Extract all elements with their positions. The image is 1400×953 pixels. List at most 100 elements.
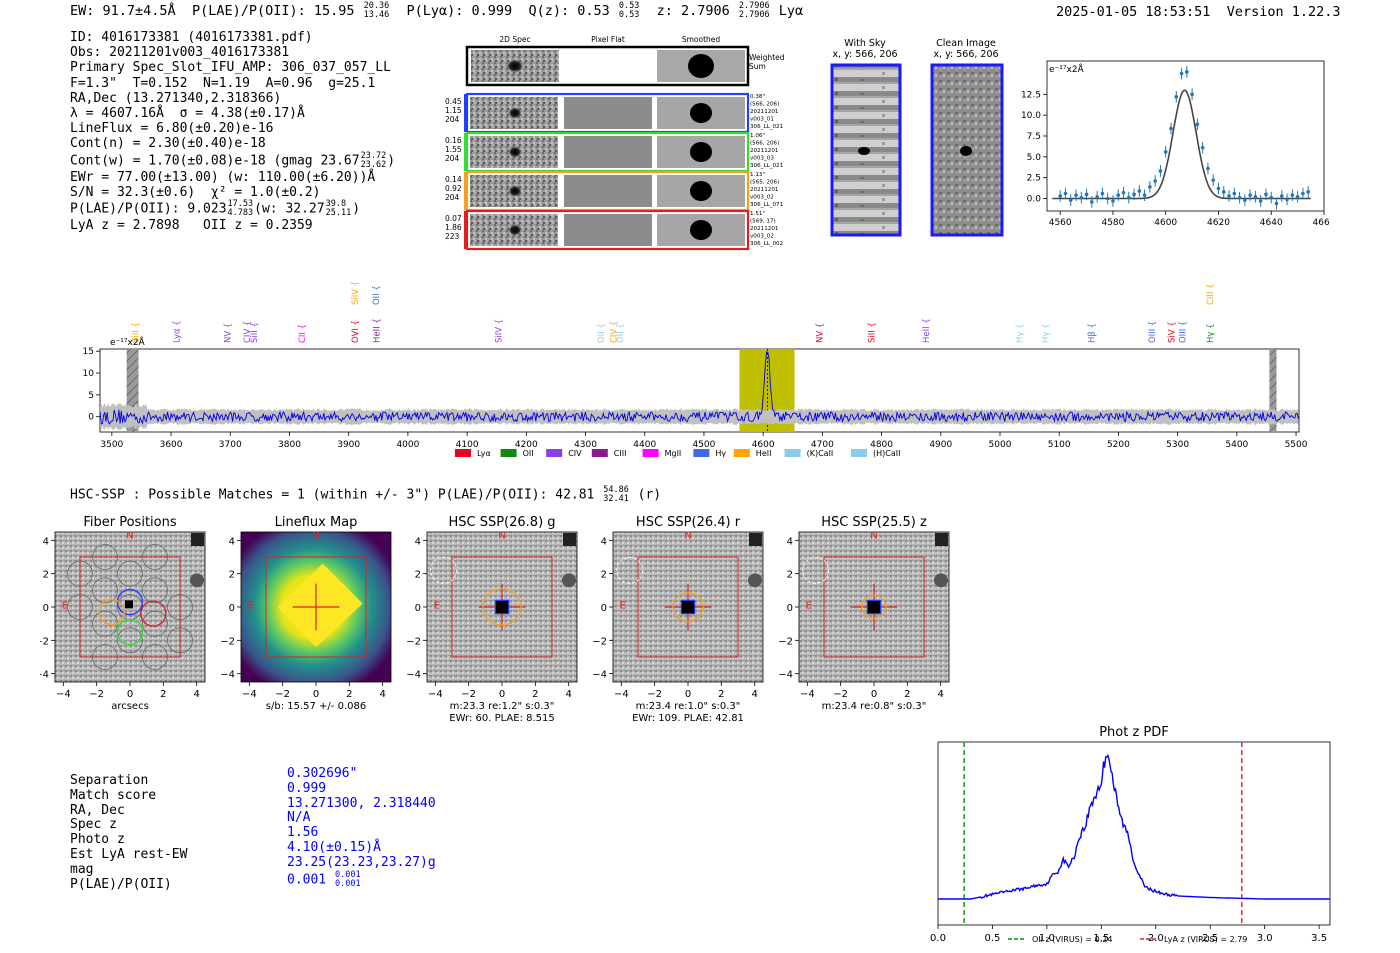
hsc-source: [866, 599, 882, 615]
header-qz-lo: 0.53: [618, 10, 640, 20]
imaging-panel-title: HSC SSP(26.8) g: [448, 515, 555, 530]
match-values: 0.302696" 0.999 13.271300, 2.318440 N/A …: [287, 766, 436, 889]
spectrum-x-tick-label: 3800: [278, 440, 301, 450]
imaging-caption-1: m:23.4 re:1.0" s:0.3": [636, 701, 741, 712]
cutout-row-marker: [464, 133, 467, 171]
zoom-data-point: [1169, 126, 1173, 131]
imaging-north-label: N: [684, 531, 691, 542]
hsc-source: [680, 599, 696, 615]
zoom-data-point: [1121, 190, 1126, 195]
fiber-source: [125, 600, 133, 609]
zoom-data-point: [1185, 70, 1189, 74]
imaging-panel-corner-source: [935, 533, 948, 546]
info-lineflux: LineFlux = 6.80(±0.20)e-16: [70, 121, 274, 137]
zoom-y-tick-label: 2.5: [1027, 174, 1041, 184]
with-sky-xy: x, y: 566, 206: [832, 49, 898, 60]
zoom-data-point: [1290, 193, 1295, 197]
spectrum-line-label: Hγ {: [1015, 323, 1025, 343]
cutout-row-right-value: (565, 206): [750, 180, 779, 186]
weighted-sum-label-2: Sum: [749, 62, 766, 71]
hsc-match-ellipse: [482, 588, 522, 626]
spectrum-legend-label: (K)CaII: [807, 449, 834, 458]
spectrum-legend-label: CIII: [614, 449, 627, 458]
info-radec: RA,Dec (13.271340,2.318366): [70, 90, 282, 106]
match-labels: Separation Match score RA, Dec Spec z Ph…: [70, 773, 187, 892]
zoom-data-point: [1227, 194, 1231, 198]
spectrum-unit-label: e⁻¹⁷x2Å: [110, 336, 146, 348]
zoom-data-point: [1137, 189, 1142, 193]
fiber-outline: [142, 644, 168, 670]
imaging-x-tick-label: 2: [718, 689, 724, 700]
zoom-data-point: [1111, 199, 1115, 203]
cutout-row-left-value: 223: [445, 232, 460, 241]
zoom-y-tick-label: 10.0: [1021, 111, 1041, 121]
cutout-row-marker: [464, 94, 467, 132]
fiber-green: [116, 618, 144, 646]
cutout-row-source: [508, 224, 522, 236]
imaging-x-tick-label: 0: [127, 689, 133, 700]
zoom-data-point: [1243, 198, 1247, 202]
imaging-y-tick-label: 0: [787, 603, 793, 614]
match-mag: 23.25(23.23,23.27)g: [287, 854, 436, 870]
cutout-row-right-value: (566, 206): [750, 102, 779, 108]
imaging-y-tick-label: 4: [787, 536, 793, 547]
spectrum-y-tick-label: 0: [88, 413, 94, 423]
spectrum-x-tick-label: 4000: [396, 440, 419, 450]
info-ewr: EWr = 77.00(±13.00) (w: 110.00(±6.20))Å: [70, 169, 376, 185]
zoom-y-tick-label: 0.0: [1027, 195, 1042, 205]
imaging-aperture-box: [79, 556, 181, 658]
header-ew: EW: 91.7±4.5Å: [70, 3, 176, 19]
fiber-outline: [167, 627, 193, 654]
imaging-north-label: N: [126, 531, 133, 542]
fiber-outline: [117, 627, 143, 654]
cutout-row-right-value: 20211201: [750, 226, 779, 232]
spectrum-x-tick-label: 5000: [989, 440, 1012, 450]
spectrum-x-tick-label: 3600: [160, 440, 183, 450]
spectrum-line-label: HeII {: [372, 318, 382, 343]
hsc-summary-range: 54.86 32.41: [603, 486, 629, 504]
imaging-north-label: N: [312, 531, 319, 542]
fiber-outline: [92, 544, 118, 570]
spectrum-line-label: SiV {: [1168, 321, 1178, 343]
info-contw-row: Cont(w) = 1.70(±0.08)e-18 (gmag 23.67 23.…: [70, 151, 395, 170]
spectrum-flux-line: [99, 351, 1299, 425]
spectrum-line-label: SiII {: [867, 322, 877, 343]
fiber-outline: [92, 644, 118, 670]
spectrum-legend-label: HeII: [756, 449, 772, 458]
photz-pdf-chart: Phot z PDF 0.0 0.5 1.0 1.5 2.0 2.5 3.0 3.5 OII …: [930, 725, 1331, 944]
cutout-row-right-value: 306_LL_071: [750, 202, 784, 208]
imaging-panel-neighbor: [748, 573, 762, 588]
cutout-row-marker: [464, 211, 467, 249]
imaging-y-tick-label: 4: [601, 536, 607, 547]
hsc-neighbor-circle: [802, 556, 830, 584]
photz-x-tick-label: 3.5: [1311, 933, 1327, 944]
zoom-data-point: [1126, 195, 1131, 200]
header-qz-range: 0.53 0.53: [619, 2, 639, 20]
zoom-data-point: [1269, 195, 1274, 200]
imaging-panel-title: HSC SSP(26.4) r: [636, 515, 741, 530]
info-obs: Obs: 20211201v003_4016173381: [70, 45, 290, 61]
cutout-row-left-value: 1.86: [445, 223, 462, 232]
header-qz: Q(z): 0.53: [528, 3, 610, 19]
photz-x-tick-label: 0.0: [930, 933, 946, 944]
spectrum-line-label: NV {: [815, 323, 825, 343]
info-plae: P(LAE)/P(OII): 9.023: [70, 201, 227, 217]
spectrum-x-tick-label: 5400: [1225, 440, 1248, 450]
zoom-data-point: [1264, 192, 1268, 197]
detection-info: ID: 4016173381 (4016173381.pdf) Obs: 202…: [70, 30, 395, 233]
zoom-data-point: [1232, 191, 1237, 196]
cutout-row-left-stats: 0.45 1.15 204: [445, 97, 462, 124]
spectrum-y-tick-label: 5: [88, 391, 94, 401]
with-sky-frame: [830, 63, 902, 237]
spectrum-x-tick-label: 5300: [1166, 440, 1189, 450]
imaging-y-tick-label: 4: [415, 536, 421, 547]
zoom-data-point: [1158, 169, 1163, 173]
photz-x-tick-label: 3.0: [1257, 933, 1273, 944]
spectrum-legend-label: Hγ: [715, 449, 726, 458]
imaging-y-tick-label: 0: [43, 603, 49, 614]
spectrum-legend-label: CIV: [568, 449, 582, 458]
zoom-fit-curve: [1052, 89, 1311, 200]
spectrum-line-label: CIII {: [1206, 283, 1216, 305]
cutout-row-right-meta: 1.06" (566, 206) 20211201 v003_03 306_LL_021: [750, 133, 784, 169]
imaging-y-tick-label: −4: [406, 670, 421, 681]
